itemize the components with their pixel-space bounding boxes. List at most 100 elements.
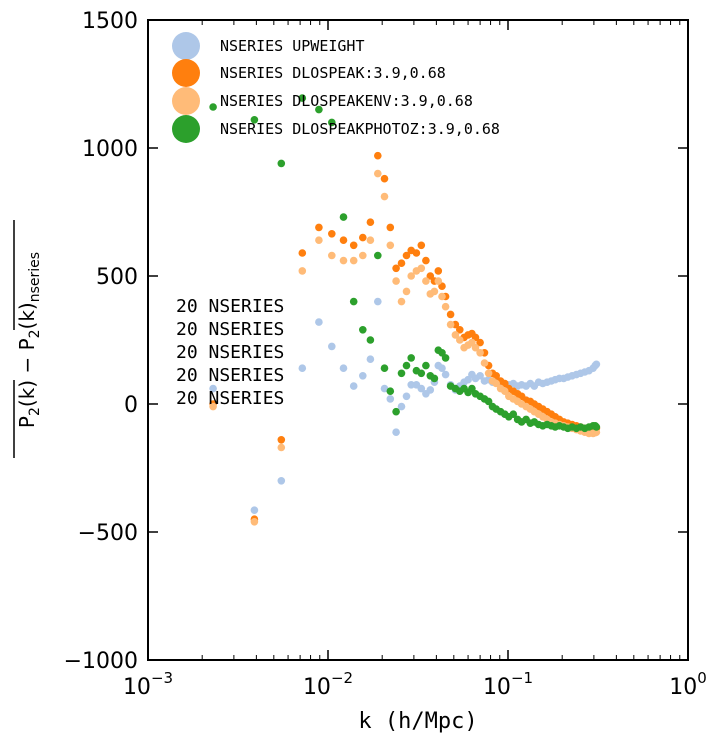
data-point <box>592 360 601 369</box>
data-point <box>298 94 307 102</box>
legend-marker-dlospeakenv <box>172 87 200 115</box>
data-point <box>315 105 323 114</box>
data-point <box>476 372 484 380</box>
legend-label-dlospeakenv: NSERIES DLOSPEAKENV:3.9,0.68 <box>220 92 473 110</box>
data-point <box>397 402 406 411</box>
data-point <box>417 264 426 273</box>
data-point <box>434 277 443 285</box>
data-point <box>349 256 358 265</box>
data-point <box>277 436 286 444</box>
data-point <box>438 364 446 373</box>
data-point <box>422 361 430 370</box>
data-point <box>339 364 348 373</box>
data-point <box>315 223 323 232</box>
data-point <box>277 477 286 485</box>
data-point <box>366 218 375 226</box>
data-point <box>438 292 446 301</box>
data-point <box>386 387 395 396</box>
data-point <box>339 256 348 265</box>
data-point <box>456 336 464 344</box>
data-point <box>359 233 367 242</box>
data-point <box>209 103 217 111</box>
data-point <box>380 364 389 373</box>
legend-marker-dlospeak <box>172 59 200 87</box>
data-point <box>392 428 400 437</box>
data-point <box>476 349 484 357</box>
data-point <box>441 370 450 379</box>
data-point <box>359 372 367 380</box>
data-point <box>402 251 411 260</box>
annotation-block: 20 NSERIES 20 NSERIES 20 NSERIES 20 NSER… <box>176 296 284 409</box>
data-point <box>349 241 358 250</box>
x-axis-label: k (h/Mpc) <box>358 709 477 734</box>
data-point <box>380 384 389 393</box>
data-points <box>209 94 601 526</box>
legend-label-upweight: NSERIES UPWEIGHT <box>220 37 365 55</box>
data-point <box>426 386 435 394</box>
data-point <box>509 410 518 419</box>
plot-frame <box>147 19 689 661</box>
data-point <box>501 379 509 388</box>
data-point <box>359 326 367 334</box>
data-point <box>277 443 286 452</box>
data-point <box>298 364 307 373</box>
series-group <box>209 94 601 433</box>
data-point <box>386 223 395 232</box>
data-point <box>422 277 430 285</box>
data-point <box>430 374 439 383</box>
series-group <box>209 169 601 526</box>
data-point <box>380 192 389 201</box>
x-tick-label: 10−2 <box>303 669 353 700</box>
y-axis-label: P2(k) − P2(k)nseries <box>13 220 43 458</box>
svg-text:P2(k) − P2(k)nseries: P2(k) − P2(k)nseries <box>15 252 43 428</box>
data-point <box>315 236 323 244</box>
data-point <box>402 392 411 401</box>
data-point <box>366 336 375 344</box>
data-point <box>407 272 416 280</box>
data-point <box>328 342 336 351</box>
data-point <box>366 236 375 244</box>
data-point <box>386 241 395 250</box>
legend-label-dlospeakphotoz: NSERIES DLOSPEAKPHOTOZ:3.9,0.68 <box>220 120 500 138</box>
data-point <box>397 297 406 306</box>
data-point <box>374 151 382 160</box>
data-point <box>402 287 411 296</box>
annotation-line: 20 NSERIES <box>176 342 284 363</box>
data-point <box>298 249 307 257</box>
data-point <box>328 230 336 238</box>
data-point <box>592 423 601 431</box>
data-point <box>315 318 323 326</box>
y-tick-label: 500 <box>96 265 138 290</box>
legend-label-dlospeak: NSERIES DLOSPEAK:3.9,0.68 <box>220 64 446 82</box>
data-point <box>339 236 348 244</box>
data-point <box>484 397 493 406</box>
data-point <box>412 249 421 257</box>
data-point <box>298 267 307 275</box>
legend-marker-dlospeakphotoz <box>172 115 200 143</box>
data-point <box>374 297 382 306</box>
data-point <box>407 354 416 362</box>
legend-marker-upweight <box>172 32 200 60</box>
annotation-line: 20 NSERIES <box>176 319 284 340</box>
data-point <box>417 369 426 378</box>
data-point <box>426 272 435 280</box>
data-point <box>480 359 489 367</box>
y-tick-label: 1500 <box>82 9 138 34</box>
data-point <box>417 384 426 393</box>
data-point <box>446 310 455 319</box>
data-point <box>209 402 217 411</box>
data-point <box>392 277 400 285</box>
data-point <box>456 326 464 334</box>
legend: NSERIES UPWEIGHT NSERIES DLOSPEAK:3.9,0.… <box>172 32 500 143</box>
data-point <box>471 343 480 352</box>
data-point <box>250 518 259 526</box>
data-point <box>422 256 430 265</box>
data-point <box>349 297 358 306</box>
data-point <box>374 169 382 178</box>
data-point <box>476 338 484 347</box>
data-point <box>250 506 259 514</box>
data-point <box>328 251 336 260</box>
data-point <box>277 159 286 168</box>
data-point <box>501 387 509 396</box>
